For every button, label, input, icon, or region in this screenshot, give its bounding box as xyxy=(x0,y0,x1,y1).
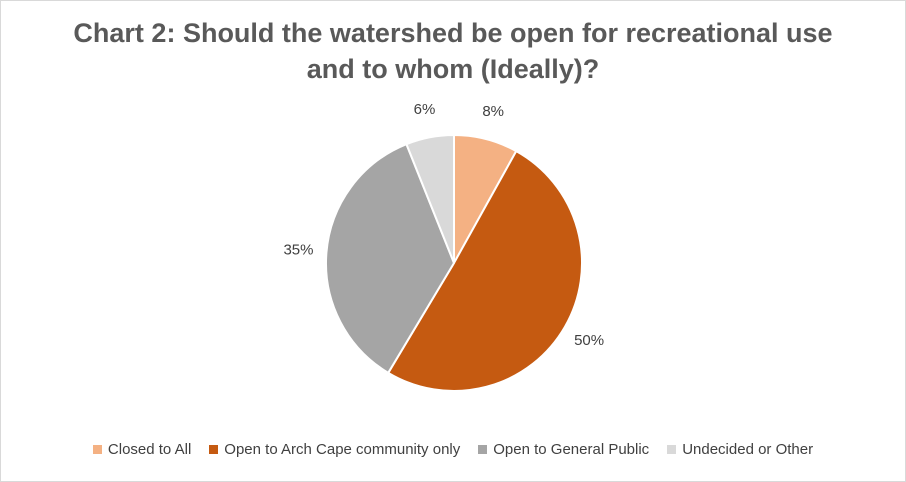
legend-item-closed-to-all: Closed to All xyxy=(92,441,192,458)
pie-slice-undecided-or-other xyxy=(405,133,455,264)
legend-label: Closed to All xyxy=(107,441,192,458)
legend-item-undecided-or-other: Undecided or Other xyxy=(667,441,813,458)
legend-swatch xyxy=(478,445,488,454)
pie-slice-open-to-arch-cape-community-only xyxy=(386,149,583,392)
legend-label: Undecided or Other xyxy=(682,441,814,458)
legend-item-open-to-general-public: Open to General Public xyxy=(478,441,649,458)
data-label: 50% xyxy=(574,332,604,349)
data-label: 6% xyxy=(414,101,436,118)
pie-slice-open-to-general-public xyxy=(325,142,456,375)
data-label: 35% xyxy=(283,242,313,259)
chart-legend: Closed to All Open to Arch Cape communit… xyxy=(1,441,905,458)
legend-item-open-to-arch-cape: Open to Arch Cape community only xyxy=(209,441,460,458)
legend-swatch xyxy=(667,445,677,454)
legend-swatch xyxy=(209,445,219,454)
chart-title: Chart 2: Should the watershed be open fo… xyxy=(73,18,833,84)
legend-label: Open to Arch Cape community only xyxy=(224,441,461,458)
pie-chart: 8% 50% 35% 6% xyxy=(283,101,604,392)
legend-label: Open to General Public xyxy=(493,441,650,458)
legend-swatch xyxy=(92,445,102,454)
data-label: 8% xyxy=(482,103,504,120)
